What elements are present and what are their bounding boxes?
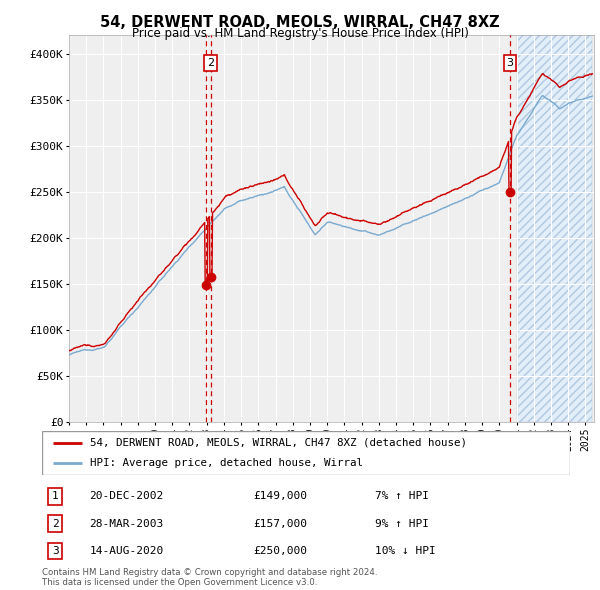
Text: 2: 2 (207, 58, 214, 68)
Text: 3: 3 (52, 546, 59, 556)
Text: Price paid vs. HM Land Registry's House Price Index (HPI): Price paid vs. HM Land Registry's House … (131, 27, 469, 40)
Text: 9% ↑ HPI: 9% ↑ HPI (374, 519, 428, 529)
Text: 14-AUG-2020: 14-AUG-2020 (89, 546, 164, 556)
Text: 2: 2 (52, 519, 59, 529)
Text: £157,000: £157,000 (253, 519, 307, 529)
Text: £250,000: £250,000 (253, 546, 307, 556)
Text: HPI: Average price, detached house, Wirral: HPI: Average price, detached house, Wirr… (89, 458, 362, 468)
Text: Contains HM Land Registry data © Crown copyright and database right 2024.
This d: Contains HM Land Registry data © Crown c… (42, 568, 377, 587)
Text: 54, DERWENT ROAD, MEOLS, WIRRAL, CH47 8XZ (detached house): 54, DERWENT ROAD, MEOLS, WIRRAL, CH47 8X… (89, 438, 467, 448)
Text: 1: 1 (52, 491, 59, 502)
Text: 54, DERWENT ROAD, MEOLS, WIRRAL, CH47 8XZ: 54, DERWENT ROAD, MEOLS, WIRRAL, CH47 8X… (100, 15, 500, 30)
Text: 3: 3 (506, 58, 514, 68)
Text: £149,000: £149,000 (253, 491, 307, 502)
Text: 10% ↓ HPI: 10% ↓ HPI (374, 546, 436, 556)
Text: 7% ↑ HPI: 7% ↑ HPI (374, 491, 428, 502)
Text: 28-MAR-2003: 28-MAR-2003 (89, 519, 164, 529)
Text: 20-DEC-2002: 20-DEC-2002 (89, 491, 164, 502)
